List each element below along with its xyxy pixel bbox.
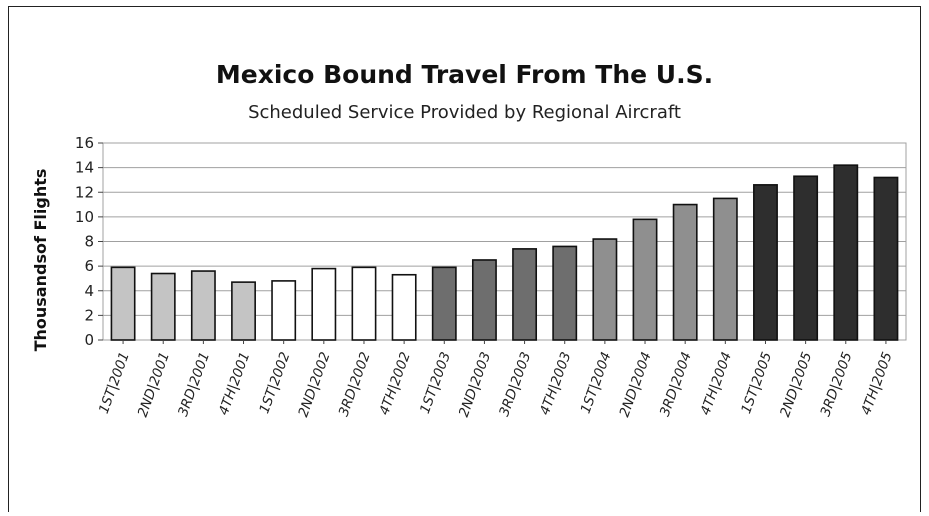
x-tick-label: 2ND|2003 [456,350,494,419]
x-tick-label: 2ND|2002 [295,350,333,419]
x-tick-label: 3RD|2003 [496,350,534,419]
bar [471,259,497,341]
y-tick-label: 14 [75,159,94,177]
y-axis-label: Thousandsof Flights [31,169,50,352]
x-tick-label: 4TH|2001 [216,350,254,417]
x-tick-label: 1ST|2003 [417,350,454,416]
bar [833,164,859,341]
x-axis-ticks: 1ST|2001 2ND|2001 3RD|2001 4TH|2001 1ST|2002… [96,340,896,419]
bar [190,270,216,341]
x-tick-label: 1ST|2001 [96,350,133,416]
x-tick-label: 4TH|2005 [858,350,896,417]
y-tick-label: 4 [84,282,94,300]
y-tick-label: 0 [84,331,94,349]
y-tick-label: 8 [84,233,94,251]
bar [351,266,377,341]
bar [110,266,136,341]
y-axis-ticks: 0 2 4 6 8 10 12 14 16 [75,134,103,349]
x-tick-label: 2ND|2004 [616,350,654,419]
x-tick-label: 3RD|2002 [336,350,374,419]
x-tick-label: 1ST|2004 [578,350,615,416]
bars [110,164,899,341]
bar [391,273,417,341]
bar [632,218,658,341]
x-tick-label: 4TH|2004 [698,350,736,417]
bar [512,248,538,341]
x-tick-label: 3RD|2005 [817,350,855,419]
bar [311,267,337,341]
x-tick-label: 1ST|2002 [256,350,293,416]
x-tick-label: 2ND|2005 [777,350,815,419]
x-tick-label: 3RD|2001 [175,350,213,419]
bar [592,238,618,341]
y-tick-label: 10 [75,208,94,226]
x-tick-label: 3RD|2004 [657,350,695,419]
x-tick-label: 2ND|2001 [135,350,173,419]
bar [231,281,256,341]
y-tick-label: 2 [84,306,94,324]
bar [873,176,899,341]
bar [431,266,457,341]
chart-subtitle: Scheduled Service Provided by Regional A… [248,102,681,123]
bar [753,184,778,341]
bar [712,197,738,341]
bar [552,245,578,341]
gridlines [102,142,907,341]
bar [793,175,819,341]
y-tick-label: 12 [75,183,94,201]
chart-title: Mexico Bound Travel From The U.S. [215,60,714,89]
bar [271,280,297,341]
x-tick-label: 4TH|2002 [376,350,414,417]
y-tick-label: 16 [75,134,94,152]
bar [150,272,176,341]
bar [672,203,698,341]
x-tick-label: 1ST|2005 [738,350,775,416]
x-tick-label: 4TH|2003 [537,350,575,417]
y-tick-label: 6 [84,257,94,275]
